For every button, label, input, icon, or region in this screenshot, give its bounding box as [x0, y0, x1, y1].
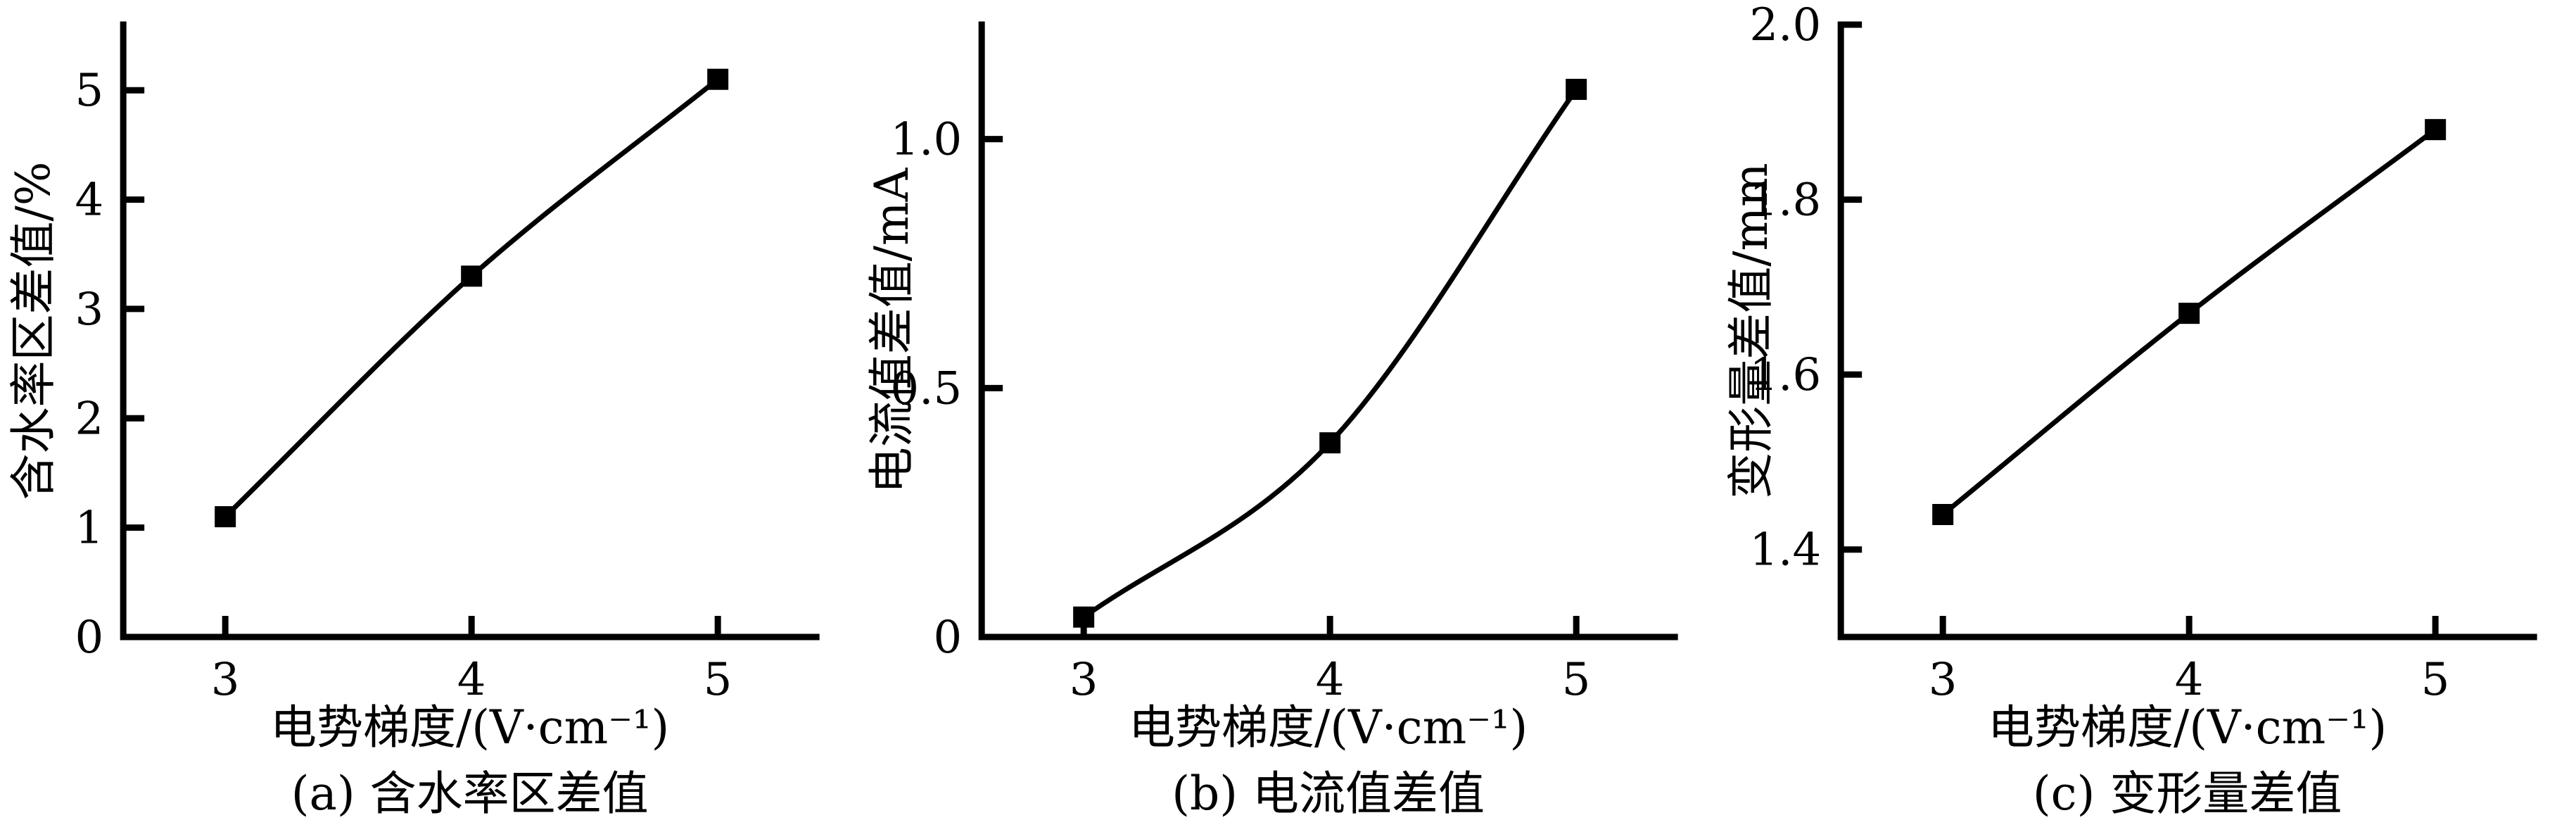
chart-c-canvas: 3 4 5 1.4 1.6 1.8 2.0 电势梯度/(V·cm⁻¹) 变形量差值/mm (c) …: [1724, 0, 2537, 820]
chart-b-canvas: 3 4 5 0 0.5 1.0 电势梯度/(V·cm⁻¹) 电流值差值/mA (b) 电流值差值: [865, 21, 1678, 820]
x-axis-label: 电势梯度/(V·cm⁻¹): [1129, 700, 1528, 755]
axes: [978, 21, 1678, 641]
x-tick-label: 5: [2420, 654, 2449, 706]
data-point-marker: [1931, 504, 1953, 525]
data-line: [223, 77, 720, 519]
y-tick-label: 0: [75, 612, 103, 664]
y-axis-label: 电流值差值/mA: [865, 167, 919, 493]
y-tick-label: 0: [934, 612, 963, 664]
data-point-marker: [2178, 303, 2200, 324]
panel-caption: (c) 变形量差值: [2033, 767, 2342, 820]
data-point-marker: [707, 68, 729, 90]
y-tick-label: 5: [75, 65, 103, 117]
data-point-marker: [461, 265, 483, 287]
y-tick-label: 0.5: [891, 362, 963, 415]
x-tick-label: 4: [457, 654, 486, 706]
y-tick-label: 1.8: [1749, 175, 1821, 227]
data-point-marker: [1319, 432, 1341, 454]
panel-caption: (a) 含水率区差值: [291, 767, 649, 820]
y-axis-label: 变形量差值/mm: [1724, 163, 1778, 498]
data-point-marker: [1566, 78, 1587, 100]
y-tick-label: 2.0: [1749, 0, 1821, 51]
x-axis-label: 电势梯度/(V·cm⁻¹): [1988, 700, 2387, 755]
axes: [1837, 21, 2537, 641]
axes: [120, 21, 820, 641]
y-tick-label: 3: [75, 284, 103, 336]
x-tick-label: 3: [211, 654, 240, 706]
y-tick-label: 1.4: [1749, 524, 1821, 576]
data-point-marker: [215, 506, 236, 528]
y-tick-label: 1.6: [1749, 349, 1821, 401]
x-tick-label: 3: [1928, 654, 1957, 706]
y-tick-label: 1.0: [891, 114, 963, 166]
data-line: [1082, 87, 1579, 619]
x-axis-label: 电势梯度/(V·cm⁻¹): [270, 700, 669, 755]
chart-panel-a: 3 4 5 0 1 2 3 4 5 电势梯度/(V·cm⁻¹) 含水率区差值/% (a) 含水率区差值: [0, 0, 859, 820]
x-tick-label: 4: [2174, 654, 2203, 706]
x-tick-label: 3: [1070, 654, 1098, 706]
data-point-marker: [1073, 606, 1095, 628]
chart-a-canvas: 3 4 5 0 1 2 3 4 5 电势梯度/(V·cm⁻¹) 含水率区差值/% (a) 含水率区差值: [6, 21, 820, 820]
x-tick-label: 5: [704, 654, 732, 706]
x-tick-label: 4: [1316, 654, 1345, 706]
panel-caption: (b) 电流值差值: [1172, 767, 1485, 820]
chart-panel-b: 3 4 5 0 0.5 1.0 电势梯度/(V·cm⁻¹) 电流值差值/mA (b) 电流值差值: [858, 0, 1718, 820]
data-point-marker: [2424, 119, 2446, 141]
y-tick-label: 2: [75, 393, 103, 445]
chart-panel-c: 3 4 5 1.4 1.6 1.8 2.0 电势梯度/(V·cm⁻¹) 变形量差值/mm (c) …: [1717, 0, 2576, 820]
y-axis-label: 含水率区差值/%: [6, 162, 61, 500]
x-tick-label: 5: [1562, 654, 1591, 706]
y-tick-label: 4: [75, 175, 103, 227]
y-tick-label: 1: [75, 503, 103, 555]
